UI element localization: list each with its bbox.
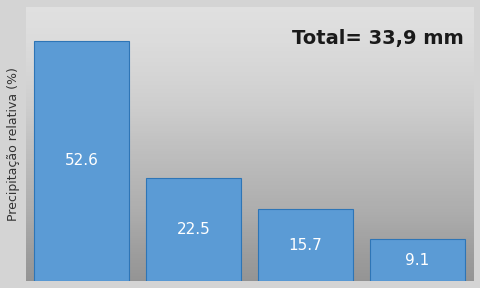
Y-axis label: Precipitação relativa (%): Precipitação relativa (%) [7, 67, 20, 221]
Text: Total= 33,9 mm: Total= 33,9 mm [292, 29, 464, 48]
Bar [258, 209, 353, 281]
Text: 15.7: 15.7 [288, 238, 322, 253]
Text: 52.6: 52.6 [64, 154, 98, 168]
Bar [34, 41, 129, 281]
Bar [370, 240, 465, 281]
Bar [146, 178, 241, 281]
Text: 9.1: 9.1 [405, 253, 429, 268]
Text: 22.5: 22.5 [177, 222, 210, 237]
